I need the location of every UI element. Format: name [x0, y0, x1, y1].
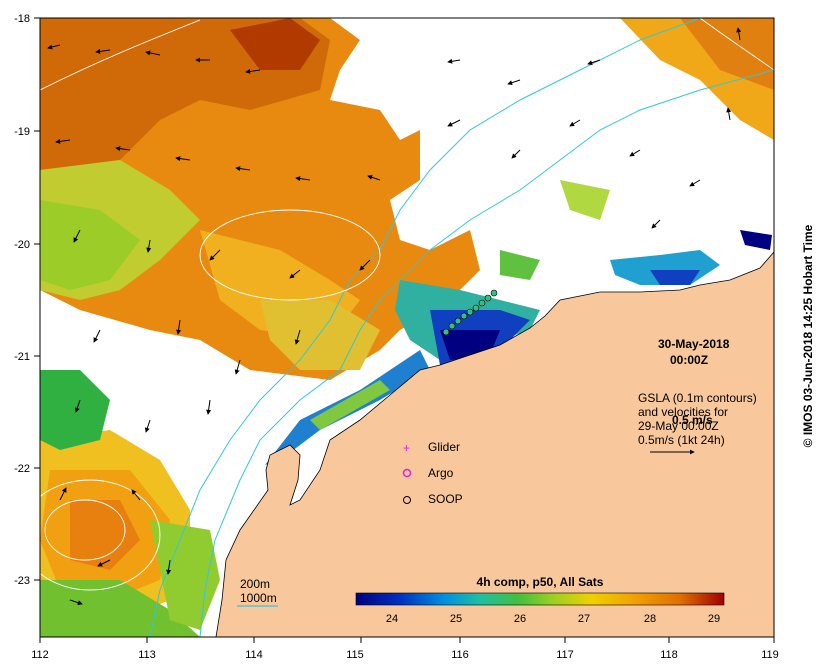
y-tick-label: -23 — [14, 575, 30, 587]
colorbar-tick: 29 — [708, 613, 720, 625]
colorbar-tick: 27 — [578, 613, 590, 625]
y-tick-label: -19 — [14, 126, 30, 138]
land — [215, 251, 774, 637]
x-tick-label: 117 — [556, 649, 574, 661]
symbol-legend: + Glider Argo SOOP — [402, 440, 463, 506]
gsla-contours — [40, 18, 774, 591]
colorbar-title: 4h comp, p50, All Sats — [477, 575, 604, 589]
legend-label: SOOP — [428, 492, 463, 506]
x-tick-label: 119 — [761, 649, 779, 661]
y-tick-label: -18 — [14, 13, 30, 25]
note-line: GSLA (0.1m contours) — [638, 391, 757, 405]
legend-label: Glider — [428, 440, 460, 454]
map-time: 00:00Z — [670, 353, 708, 367]
note-line: 0.5m/s (1kt 24h) — [638, 433, 725, 447]
colorbar-tick: 24 — [386, 613, 398, 625]
bathymetry-legend: 200m 1000m — [237, 577, 278, 607]
x-tick-label: 114 — [245, 649, 263, 661]
x-tick-label: 116 — [451, 649, 469, 661]
x-tick-label: 113 — [138, 649, 156, 661]
map-date: 30-May-2018 — [658, 337, 730, 351]
colorbar-tick: 25 — [450, 613, 462, 625]
bathymetry-contours — [149, 18, 774, 637]
x-axis-ticks: 112 113 114 115 116 117 118 119 — [31, 649, 779, 661]
colorbar: 4h comp, p50, All Sats 24 25 26 27 28 29 — [355, 575, 725, 625]
x-tick-label: 112 — [31, 649, 49, 661]
soop-track — [442, 289, 498, 336]
y-tick-label: -21 — [14, 351, 30, 363]
bathy-label-1000: 1000m — [240, 591, 277, 605]
gsla-note: GSLA (0.1m contours) and velocities for … — [638, 391, 757, 455]
note-line: 29-May 00:00Z — [638, 419, 719, 433]
velocity-arrows — [47, 27, 742, 606]
colorbar-tick: 28 — [644, 613, 656, 625]
legend-label: Argo — [428, 466, 454, 480]
bathy-label-200: 200m — [240, 577, 270, 591]
argo-symbol — [402, 468, 412, 478]
x-tick-label: 115 — [346, 649, 364, 661]
plot-frame — [39, 17, 775, 638]
note-line: and velocities for — [638, 405, 728, 419]
colorbar-tick: 26 — [514, 613, 526, 625]
glider-symbol: + — [403, 441, 410, 455]
colorbar-ramp — [355, 592, 725, 606]
x-tick-label: 118 — [660, 649, 678, 661]
y-tick-label: -20 — [14, 239, 30, 251]
y-axis-ticks: -18 -19 -20 -21 -22 -23 — [14, 13, 30, 587]
soop-symbol — [403, 496, 411, 504]
credit-text: © IMOS 03-Jun-2018 14:25 Hobart Time — [801, 224, 815, 448]
scale-overlay-label: 0.5 m/s — [672, 413, 713, 427]
y-tick-label: -22 — [14, 463, 30, 475]
